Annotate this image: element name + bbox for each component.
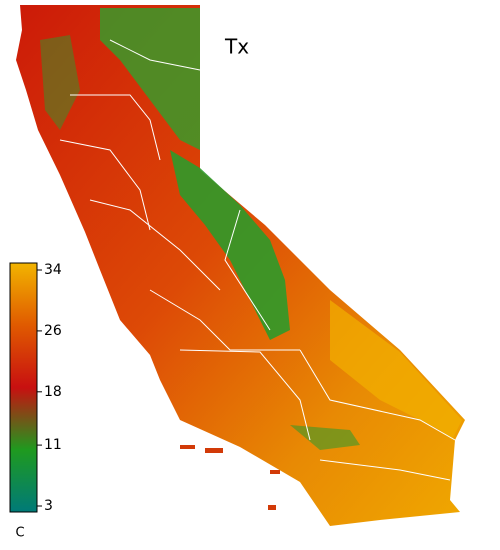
tick-label: 34 — [44, 262, 62, 278]
county-line — [70, 94, 161, 161]
northeast-green — [100, 8, 200, 150]
california-map — [16, 5, 465, 526]
county-line — [149, 289, 300, 351]
tick-label: 26 — [44, 323, 62, 339]
tick-label: 18 — [44, 384, 62, 400]
desert-gold — [330, 300, 462, 440]
county-line — [319, 459, 451, 481]
colorbar-unit: C — [15, 526, 24, 541]
tick-label: 3 — [44, 498, 53, 514]
colorbar — [9, 262, 38, 513]
county-line — [89, 199, 221, 291]
county-line — [224, 209, 271, 331]
county-lines — [59, 39, 456, 481]
county-line — [299, 349, 456, 441]
county-line — [179, 349, 311, 441]
tick-label: 11 — [44, 437, 62, 453]
county-line — [59, 139, 151, 231]
colorbar-ticks: 34 26 18 11 3 — [37, 262, 62, 514]
county-line — [109, 39, 201, 71]
coast-range-green — [40, 35, 80, 130]
map-title: Tx — [224, 35, 249, 59]
